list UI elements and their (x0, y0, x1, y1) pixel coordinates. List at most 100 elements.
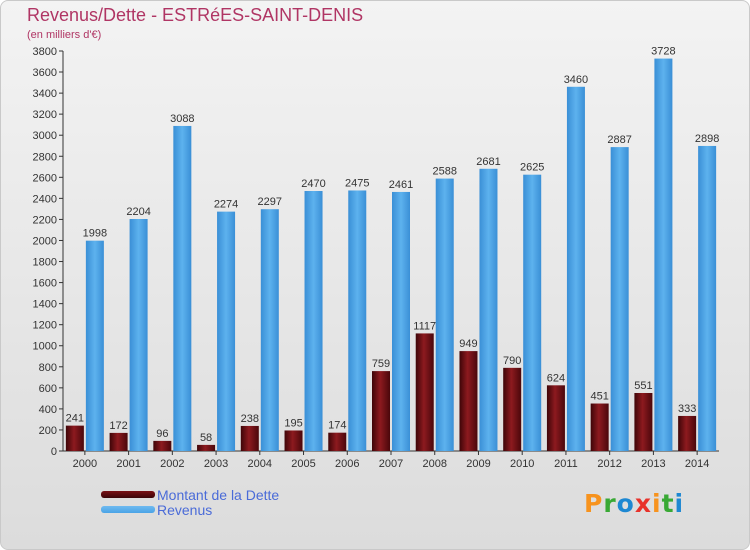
bar-revenus (348, 190, 367, 451)
y-tick-label: 200 (39, 425, 57, 437)
data-label-dette: 759 (372, 358, 390, 370)
bar-dette (197, 444, 216, 451)
data-label-dette: 195 (284, 417, 302, 429)
bar-revenus (217, 211, 236, 451)
y-tick-label: 1000 (33, 341, 57, 353)
bar-dette (109, 432, 128, 451)
x-tick-label: 2000 (73, 458, 97, 470)
y-tick-label: 2600 (33, 172, 57, 184)
data-label-dette: 451 (590, 391, 608, 403)
x-tick-label: 2012 (597, 458, 621, 470)
legend-label-revenus: Revenus (157, 502, 213, 518)
x-tick-label: 2005 (291, 458, 315, 470)
bar-dette (65, 425, 84, 451)
logo-letter: i (652, 489, 662, 518)
y-tick-label: 3600 (33, 67, 57, 79)
bar-dette (328, 432, 347, 451)
data-label-revenus: 2887 (607, 134, 631, 146)
y-tick-label: 2200 (33, 214, 57, 226)
x-tick-label: 2006 (335, 458, 359, 470)
data-label-revenus: 3728 (651, 46, 675, 58)
data-label-revenus: 2681 (476, 156, 500, 168)
bar-revenus (566, 86, 585, 451)
bar-dette (546, 385, 565, 451)
bar-dette (503, 367, 522, 451)
y-tick-label: 1800 (33, 257, 57, 269)
data-label-dette: 172 (109, 420, 127, 432)
data-label-revenus: 2274 (214, 199, 238, 211)
data-label-revenus: 1998 (83, 228, 107, 240)
bar-revenus (392, 191, 410, 451)
bar-dette (678, 415, 697, 451)
data-label-revenus: 2470 (301, 178, 325, 190)
y-tick-label: 1200 (33, 320, 57, 332)
y-tick-label: 400 (39, 404, 57, 416)
logo-letter: o (616, 489, 635, 518)
data-label-dette: 949 (459, 338, 477, 350)
y-tick-label: 800 (39, 362, 57, 374)
data-label-dette: 96 (156, 428, 168, 440)
data-label-revenus: 2475 (345, 177, 369, 189)
data-label-revenus: 2898 (695, 133, 719, 145)
data-label-revenus: 2204 (126, 206, 150, 218)
bar-revenus (85, 240, 104, 451)
y-tick-label: 3800 (33, 46, 57, 58)
bar-revenus (304, 191, 323, 451)
x-tick-label: 2003 (204, 458, 228, 470)
data-label-dette: 238 (241, 413, 259, 425)
data-label-dette: 174 (328, 420, 346, 432)
bar-dette (459, 351, 478, 451)
logo-letter: i (674, 489, 685, 518)
data-label-dette: 333 (678, 403, 696, 415)
x-tick-label: 2013 (641, 458, 665, 470)
legend-swatch-dette (101, 491, 155, 498)
bar-revenus (654, 58, 673, 451)
bar-revenus (260, 209, 279, 451)
data-label-dette: 624 (547, 372, 565, 384)
x-tick-label: 2009 (466, 458, 490, 470)
bar-dette (590, 403, 609, 451)
x-tick-label: 2007 (379, 458, 403, 470)
data-label-dette: 551 (634, 380, 652, 392)
bar-dette (153, 440, 172, 451)
bar-revenus (698, 145, 717, 451)
bar-dette (240, 425, 259, 451)
x-tick-label: 2001 (116, 458, 140, 470)
data-label-revenus: 2625 (520, 162, 544, 174)
bar-revenus (610, 147, 629, 451)
y-tick-label: 2800 (33, 151, 57, 163)
legend-label-dette: Montant de la Dette (157, 487, 280, 503)
logo-letter: P (584, 489, 604, 518)
legend-swatch-revenus (101, 506, 155, 513)
y-tick-label: 600 (39, 383, 57, 395)
data-label-revenus: 2588 (432, 166, 456, 178)
logo-letter: t (661, 489, 675, 518)
bar-revenus (435, 178, 454, 451)
x-tick-label: 2008 (422, 458, 446, 470)
y-tick-label: 3200 (33, 109, 57, 121)
y-tick-label: 0 (51, 446, 57, 458)
y-tick-label: 1600 (33, 278, 57, 290)
x-tick-label: 2004 (248, 458, 272, 470)
data-label-revenus: 2297 (258, 196, 282, 208)
data-label-dette: 1117 (413, 320, 436, 332)
data-label-revenus: 3088 (170, 113, 194, 125)
x-tick-label: 2002 (160, 458, 184, 470)
chart-title: Revenus/Dette - ESTRéES-SAINT-DENIS (27, 5, 364, 25)
logo-letter: x (634, 489, 652, 518)
x-tick-label: 2011 (554, 458, 578, 470)
y-tick-label: 1400 (33, 299, 57, 311)
logo-letter: r (603, 489, 617, 518)
y-tick-label: 3000 (33, 130, 57, 142)
bar-dette (634, 393, 653, 451)
bar-revenus (129, 219, 148, 451)
bar-revenus (523, 174, 542, 451)
bar-revenus (479, 168, 498, 451)
bar-dette (415, 333, 434, 451)
data-label-revenus: 3460 (564, 74, 588, 86)
chart-subtitle: (en milliers d'€) (27, 29, 102, 41)
bar-dette (284, 430, 303, 451)
data-label-dette: 790 (503, 355, 521, 367)
